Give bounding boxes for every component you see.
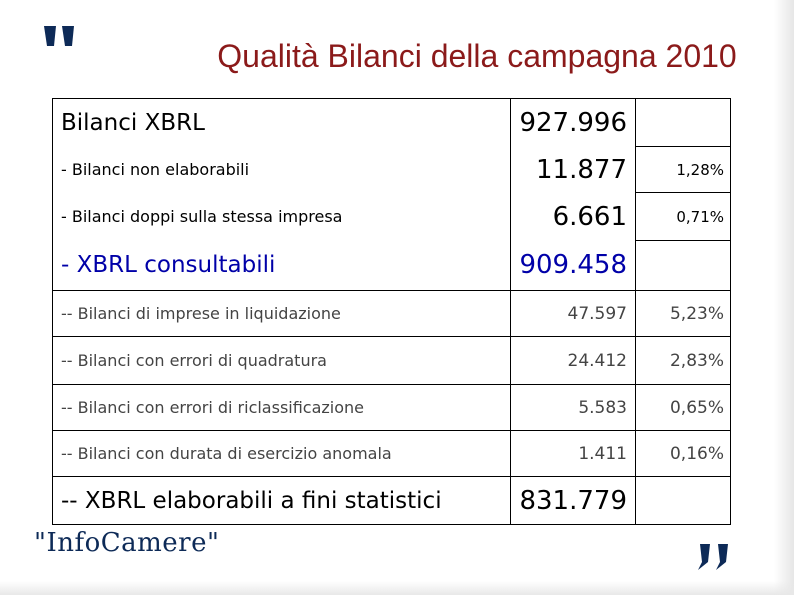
row-value: 927.996 [510, 98, 636, 147]
row-pct: 5,23% [635, 290, 731, 337]
row-pct: 0,65% [635, 384, 731, 431]
table-row: -- Bilanci con errori di riclassificazio… [52, 384, 731, 431]
row-label: -- Bilanci di imprese in liquidazione [52, 290, 511, 337]
row-pct: 2,83% [635, 336, 731, 385]
row-value: 831.779 [510, 476, 636, 525]
row-value: 11.877 [510, 146, 636, 193]
infocamere-logo: "InfoCamere" [34, 528, 220, 558]
table-row: Bilanci XBRL 927.996 [52, 98, 731, 147]
table-row: -- Bilanci di imprese in liquidazione 47… [52, 290, 731, 337]
data-table: Bilanci XBRL 927.996 - Bilanci non elabo… [52, 98, 731, 525]
table-row: - Bilanci doppi sulla stessa impresa 6.6… [52, 192, 731, 241]
table-row: - XBRL consultabili 909.458 [52, 240, 731, 291]
table-row: - Bilanci non elaborabili 11.877 1,28% [52, 146, 731, 193]
row-pct: 0,16% [635, 430, 731, 477]
row-value: 909.458 [510, 240, 636, 291]
slide-shadow-bottom [0, 581, 794, 595]
row-value: 5.583 [510, 384, 636, 431]
row-label: - Bilanci doppi sulla stessa impresa [52, 192, 511, 241]
row-pct: 1,28% [635, 146, 731, 193]
table-row: -- XBRL elaborabili a fini statistici 83… [52, 476, 731, 525]
row-pct [635, 98, 731, 147]
row-label: -- Bilanci con errori di riclassificazio… [52, 384, 511, 431]
row-pct [635, 476, 731, 525]
row-label: Bilanci XBRL [52, 98, 511, 147]
row-label: -- Bilanci con durata di esercizio anoma… [52, 430, 511, 477]
row-label: - Bilanci non elaborabili [52, 146, 511, 193]
table-row: -- Bilanci con durata di esercizio anoma… [52, 430, 731, 477]
row-value: 1.411 [510, 430, 636, 477]
table-row: -- Bilanci con errori di quadratura 24.4… [52, 336, 731, 385]
row-label: -- Bilanci con errori di quadratura [52, 336, 511, 385]
slide-title: Qualità Bilanci della campagna 2010 [217, 38, 737, 74]
row-value: 47.597 [510, 290, 636, 337]
slide-shadow-right [774, 0, 794, 595]
row-label: - XBRL consultabili [52, 240, 511, 291]
quote-open-icon [44, 26, 74, 46]
row-label: -- XBRL elaborabili a fini statistici [52, 476, 511, 525]
row-value: 6.661 [510, 192, 636, 241]
row-value: 24.412 [510, 336, 636, 385]
quote-close-icon [698, 544, 728, 570]
row-pct: 0,71% [635, 192, 731, 241]
row-pct [635, 240, 731, 291]
